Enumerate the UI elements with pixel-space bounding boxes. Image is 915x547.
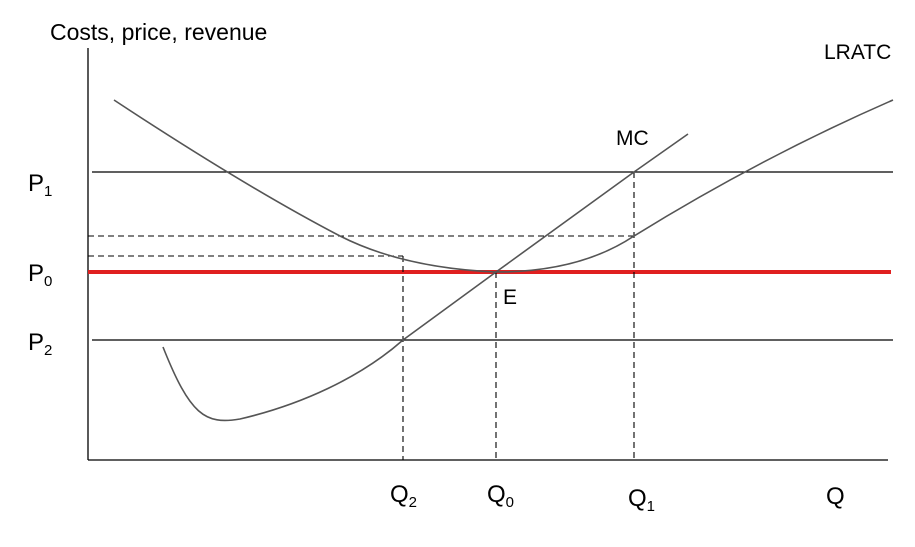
price-label-p0-base: P [28,260,44,287]
quantity-label-q2-base: Q [390,481,409,508]
quantity-label-q0-base: Q [487,481,506,508]
mc-label: MC [616,127,649,150]
price-label-p1-subscript: 1 [44,183,52,200]
price-label-p2-base: P [28,329,44,356]
quantity-label-q2-subscript: 2 [409,494,417,511]
price-label-p0-subscript: 0 [44,273,52,290]
lratc-curve [113,99,894,273]
price-label-p0: P0 [28,260,52,290]
price-label-p2: P2 [28,329,52,359]
equilibrium-label: E [503,286,517,309]
quantity-label-q1: Q1 [628,485,655,515]
quantity-label-q1-base: Q [628,485,647,512]
mc-curve [162,133,689,422]
y-axis-label: Costs, price, revenue [50,19,267,45]
price-label-p1-base: P [28,170,44,197]
quantity-label-q1-subscript: 1 [647,498,655,515]
price-label-p2-subscript: 2 [44,342,52,359]
x-axis-label: Q [826,483,845,510]
lratc-label: LRATC [824,41,891,64]
quantity-label-q0: Q0 [487,481,514,511]
quantity-label-q2: Q2 [390,481,417,511]
price-label-p1: P1 [28,170,52,200]
quantity-label-q0-subscript: 0 [506,494,514,511]
